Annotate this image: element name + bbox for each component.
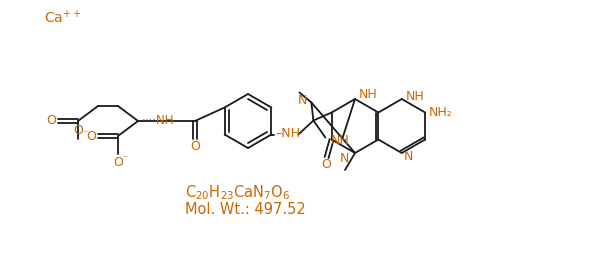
Text: N: N [340, 151, 349, 164]
Text: O: O [86, 129, 96, 143]
Text: NH₂: NH₂ [429, 106, 453, 119]
Text: O: O [46, 115, 56, 128]
Text: O: O [322, 158, 331, 171]
Text: Ca$^{++}$: Ca$^{++}$ [44, 9, 82, 27]
Text: NH: NH [330, 134, 349, 147]
Text: O: O [190, 139, 200, 152]
Text: –NH: –NH [275, 127, 300, 140]
Text: NH: NH [359, 88, 378, 102]
Text: C$_{20}$H$_{23}$CaN$_{7}$O$_{6}$: C$_{20}$H$_{23}$CaN$_{7}$O$_{6}$ [185, 184, 290, 202]
Text: ····NH: ····NH [142, 114, 174, 127]
Text: NH: NH [406, 91, 424, 104]
Text: N: N [404, 151, 413, 163]
Text: ⁻: ⁻ [82, 129, 88, 139]
Text: O: O [73, 124, 83, 137]
Text: N: N [298, 94, 307, 107]
Text: Mol. Wt.: 497.52: Mol. Wt.: 497.52 [185, 201, 306, 217]
Text: O: O [113, 156, 123, 169]
Text: ⁻: ⁻ [122, 154, 128, 164]
